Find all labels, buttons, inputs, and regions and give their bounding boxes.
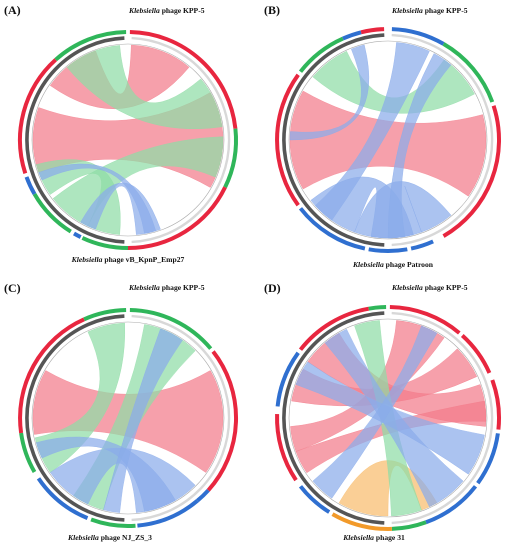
outer-segment	[298, 36, 344, 73]
panel-d-bottom-genome-label: Klebsiella phage 31	[342, 533, 405, 542]
panel-a-ring	[17, 30, 238, 250]
outer-segment	[90, 517, 136, 528]
panel-d-ribbons	[290, 320, 487, 517]
link-ribbon	[103, 328, 183, 513]
genome-track-light	[391, 33, 494, 247]
outer-segment	[206, 350, 238, 492]
outer-segment	[490, 379, 501, 430]
outer-segment	[196, 488, 210, 503]
outer-segment	[368, 247, 408, 253]
link-ribbon	[38, 163, 157, 234]
outer-segment	[72, 231, 82, 239]
outer-segment	[360, 27, 385, 35]
panel-b-bottom-genome-label: Klebsiella phage Patroon	[352, 260, 434, 269]
link-ribbon	[312, 325, 438, 499]
panel-c-ring	[18, 308, 238, 528]
panel-a-ribbons	[32, 44, 224, 235]
outer-segment	[83, 308, 127, 322]
inner-track	[288, 318, 488, 518]
outer-segment	[342, 30, 362, 41]
outer-segment	[137, 499, 199, 528]
genome-track-dark	[25, 314, 125, 522]
outer-segment	[442, 42, 495, 103]
outer-segment	[298, 306, 370, 351]
panel-b: (B) Klebsiella phage KPP-5 Klebsiella ph…	[264, 3, 502, 269]
outer-segment	[460, 334, 492, 374]
outer-segment	[36, 477, 89, 520]
outer-segment	[17, 58, 58, 175]
outer-segment	[476, 433, 500, 485]
panel-c-label: (C)	[4, 281, 21, 295]
outer-segment	[127, 186, 227, 250]
outer-segment	[410, 239, 434, 251]
panel-b-ring	[275, 27, 502, 253]
outer-segment	[24, 176, 37, 196]
panel-a-bottom-genome-label: Klebsiella phage vB_KpnP_Emp27	[71, 255, 185, 264]
panel-c: (C) Klebsiella phage KPP-5 Klebsiella ph…	[4, 281, 238, 542]
inner-track	[288, 40, 488, 240]
panel-d-label: (D)	[264, 281, 281, 295]
genome-track-dark	[282, 311, 385, 525]
outer-segment	[275, 414, 298, 482]
panel-b-ribbons	[289, 42, 487, 239]
panel-d-top-genome-label: Klebsiella phage KPP-5	[391, 283, 468, 292]
outer-segment	[425, 485, 478, 525]
link-ribbon	[289, 44, 370, 141]
outer-segment	[223, 128, 238, 189]
genome-track-light	[131, 36, 231, 244]
outer-segment	[19, 432, 37, 473]
panel-d-ring	[275, 305, 501, 531]
outer-segment	[442, 105, 502, 238]
panel-c-ribbons	[32, 322, 224, 513]
outer-segment	[368, 305, 387, 311]
outer-segment	[331, 512, 392, 531]
link-ribbon	[289, 90, 487, 197]
genome-track-light	[131, 314, 231, 522]
outer-segment	[129, 30, 238, 129]
panel-a-label: (A)	[4, 3, 21, 17]
panel-a: (A) Klebsiella phage KPP-5 Klebsiella ph…	[4, 3, 238, 264]
panel-a-top-genome-label: Klebsiella phage KPP-5	[128, 6, 205, 15]
genome-track-dark	[282, 33, 385, 247]
outer-segment	[298, 207, 366, 251]
outer-segment	[275, 73, 300, 207]
panel-b-top-genome-label: Klebsiella phage KPP-5	[391, 6, 468, 15]
link-ribbon	[324, 328, 464, 508]
panel-c-top-genome-label: Klebsiella phage KPP-5	[128, 283, 205, 292]
link-ribbon	[66, 45, 223, 130]
outer-segment	[32, 192, 72, 234]
outer-segment	[129, 308, 213, 350]
link-ribbon	[387, 53, 452, 239]
inner-track	[31, 321, 225, 515]
outer-segment	[18, 317, 85, 434]
outer-segment	[389, 305, 461, 335]
outer-segment	[81, 236, 129, 250]
outer-segment	[54, 30, 127, 62]
panel-d: (D) Klebsiella phage KPP-5 Klebsiella ph…	[264, 281, 501, 542]
panel-c-bottom-genome-label: Klebsiella phage NJ_ZS_3	[67, 533, 152, 542]
outer-segment	[391, 27, 445, 46]
genome-track-dark	[25, 36, 125, 244]
panel-b-label: (B)	[264, 3, 280, 17]
genome-track-light	[391, 311, 494, 525]
outer-segment	[391, 520, 427, 531]
outer-segment	[275, 351, 300, 407]
outer-segment	[298, 485, 331, 514]
inner-track	[31, 43, 225, 237]
